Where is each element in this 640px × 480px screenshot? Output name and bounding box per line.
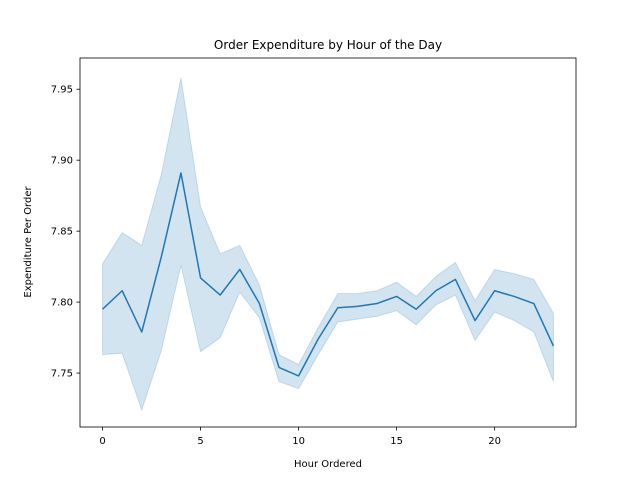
axes-frame bbox=[79, 57, 577, 428]
y-tick-label: 7.85 bbox=[51, 227, 73, 238]
x-tick-label: 0 bbox=[99, 436, 105, 447]
y-tick-label: 7.90 bbox=[51, 156, 73, 167]
y-tick-label: 7.80 bbox=[51, 298, 73, 309]
y-axis-label: Expenditure Per Order bbox=[23, 186, 34, 298]
x-tick-label: 10 bbox=[292, 436, 305, 447]
chart-title: Order Expenditure by Hour of the Day bbox=[214, 38, 442, 52]
x-tick-label: 5 bbox=[197, 436, 203, 447]
x-axis: 0 5 10 15 20 bbox=[99, 427, 501, 447]
plot-area bbox=[102, 77, 555, 412]
x-tick-label: 20 bbox=[488, 436, 501, 447]
confidence-band bbox=[102, 77, 554, 412]
y-tick-label: 7.75 bbox=[51, 369, 73, 380]
x-tick-label: 15 bbox=[390, 436, 403, 447]
x-axis-label: Hour Ordered bbox=[294, 459, 362, 470]
series-line bbox=[102, 172, 555, 377]
y-axis: 7.75 7.80 7.85 7.90 7.95 bbox=[51, 85, 80, 380]
y-tick-label: 7.95 bbox=[51, 85, 73, 96]
